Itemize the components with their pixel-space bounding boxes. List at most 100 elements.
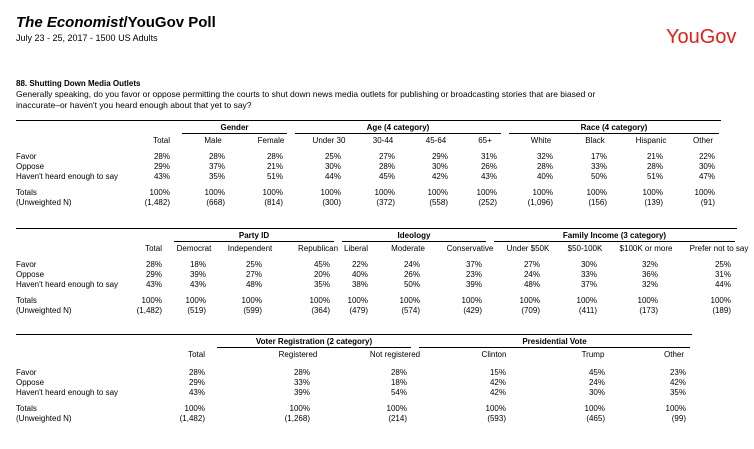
cell: 31% [714, 270, 731, 279]
cell: 100% [485, 404, 506, 413]
cell: 21% [266, 162, 283, 171]
cell: 37% [580, 280, 597, 289]
cell: (91) [700, 198, 715, 207]
group-rule [295, 133, 501, 134]
group-header: Race (4 category) [580, 123, 648, 132]
cell: 32% [641, 260, 658, 269]
cell: 30% [580, 260, 597, 269]
cell: 100% [427, 188, 448, 197]
cell: (372) [376, 198, 395, 207]
cell: (814) [264, 198, 283, 207]
cell: 42% [431, 172, 448, 181]
group-header: Family Income (3 category) [562, 231, 667, 240]
cell: 48% [523, 280, 540, 289]
cell: (465) [586, 414, 605, 423]
cell: 32% [641, 280, 658, 289]
cell: (1,482) [136, 306, 162, 315]
cell: 32% [536, 152, 553, 161]
cell: 100% [185, 296, 206, 305]
cell: (411) [578, 306, 597, 315]
column-header: Registered [278, 350, 318, 359]
cell: (173) [639, 306, 658, 315]
cell: 35% [669, 388, 686, 397]
cell: 100% [694, 188, 715, 197]
cell: 42% [669, 378, 686, 387]
cell: 22% [351, 260, 368, 269]
cell: 45% [313, 260, 330, 269]
column-header: Hispanic [635, 136, 667, 145]
cell: (1,482) [179, 414, 205, 423]
cell: 100% [642, 188, 663, 197]
table-rule [16, 334, 692, 335]
cell: 33% [293, 378, 310, 387]
cell: 100% [476, 188, 497, 197]
column-header: Total [188, 350, 205, 359]
cell: 100% [374, 188, 395, 197]
column-header: Black [585, 136, 605, 145]
cell: 100% [584, 404, 605, 413]
cell: 25% [324, 152, 341, 161]
column-header: Liberal [343, 244, 369, 253]
column-header: Conservative [446, 244, 494, 253]
title-italic: The Economist [16, 14, 124, 31]
cell: (709) [521, 306, 540, 315]
cell: 28% [646, 162, 663, 171]
row-label: Oppose [16, 162, 45, 171]
cell: (99) [671, 414, 686, 423]
group-header: Voter Registration (2 category) [255, 337, 373, 346]
cell: 43% [145, 280, 162, 289]
title: The Economist/YouGov Poll [16, 14, 216, 32]
cell: 30% [698, 162, 715, 171]
row-label: Haven't heard enough to say [16, 172, 119, 181]
group-rule [174, 241, 334, 242]
cell: 30% [431, 162, 448, 171]
cell: 37% [465, 260, 482, 269]
subtitle: July 23 - 25, 2017 - 1500 US Adults [16, 33, 158, 43]
cell: 17% [590, 152, 607, 161]
column-header: Other [663, 350, 685, 359]
group-rule [217, 347, 411, 348]
cell: 42% [489, 388, 506, 397]
cell: (214) [388, 414, 407, 423]
cell: 28% [153, 152, 170, 161]
row-label: Favor [16, 152, 37, 161]
cell: 43% [480, 172, 497, 181]
column-header: Under $50K [506, 244, 550, 253]
row-label: Oppose [16, 378, 45, 387]
group-header: Ideology [397, 231, 431, 240]
cell: 100% [576, 296, 597, 305]
cell: 54% [390, 388, 407, 397]
column-header: Not registered [369, 350, 421, 359]
column-header: 65+ [478, 136, 492, 145]
cell: (189) [712, 306, 731, 315]
cell: 37% [208, 162, 225, 171]
cell: 23% [465, 270, 482, 279]
cell: 28% [536, 162, 553, 171]
cell: 35% [313, 280, 330, 289]
cell: 43% [153, 172, 170, 181]
cell: 18% [189, 260, 206, 269]
cell: 33% [590, 162, 607, 171]
cell: 25% [245, 260, 262, 269]
cell: 100% [141, 296, 162, 305]
cell: 100% [399, 296, 420, 305]
cell: 100% [309, 296, 330, 305]
column-header: Independent [227, 244, 273, 253]
cell: 24% [588, 378, 605, 387]
cell: (593) [487, 414, 506, 423]
cell: (1,096) [527, 198, 553, 207]
column-header: Male [204, 136, 222, 145]
cell: 30% [324, 162, 341, 171]
cell: 26% [403, 270, 420, 279]
cell: 27% [378, 152, 395, 161]
title-rest: /YouGov Poll [123, 14, 216, 31]
cell: 100% [710, 296, 731, 305]
cell: 40% [536, 172, 553, 181]
cell: (139) [644, 198, 663, 207]
column-header: Trump [581, 350, 605, 359]
cell: 100% [386, 404, 407, 413]
column-header: Democrat [176, 244, 212, 253]
cell: 43% [189, 280, 206, 289]
logo: YouGov [666, 26, 737, 48]
